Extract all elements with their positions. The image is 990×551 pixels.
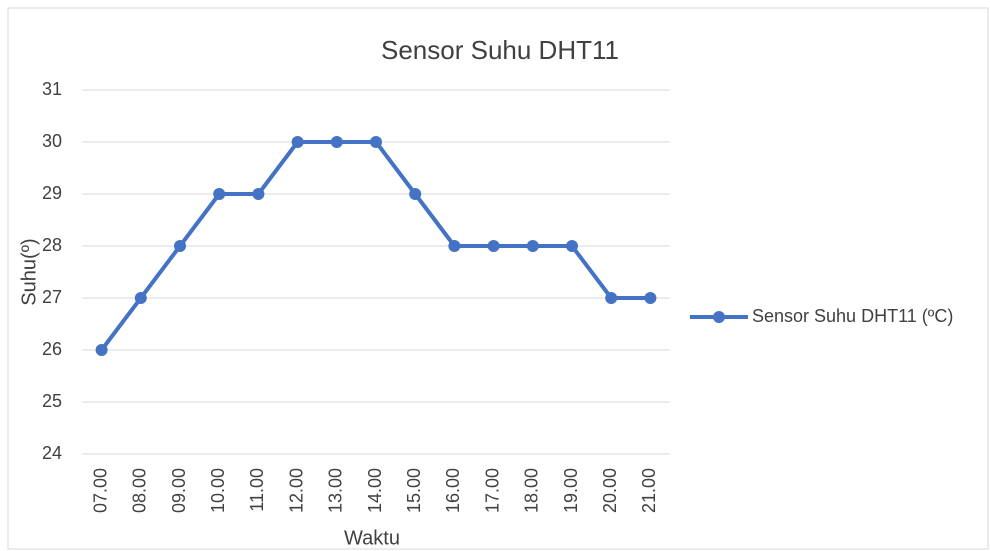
chart-title: Sensor Suhu DHT11 xyxy=(381,35,619,65)
chart-border xyxy=(7,7,989,550)
x-tick-label: 16.00 xyxy=(443,468,463,513)
y-tick-label: 28 xyxy=(42,235,62,255)
data-point xyxy=(487,240,500,252)
x-tick-label: 11.00 xyxy=(247,468,267,512)
data-point xyxy=(291,136,304,148)
x-tick-label: 13.00 xyxy=(326,468,346,513)
data-point xyxy=(174,240,186,252)
data-point xyxy=(644,292,657,304)
y-tick-label: 24 xyxy=(42,443,62,463)
y-tick-label: 30 xyxy=(42,131,62,151)
x-tick-label: 09.00 xyxy=(169,468,189,513)
data-point xyxy=(330,136,343,148)
legend-label: Sensor Suhu DHT11 (ºC) xyxy=(752,306,953,326)
x-axis-label: Waktu xyxy=(344,527,400,549)
x-tick-label: 14.00 xyxy=(365,468,385,513)
data-point xyxy=(448,240,461,252)
y-tick-label: 27 xyxy=(42,287,62,307)
y-tick-label: 29 xyxy=(42,183,62,203)
x-tick-label: 10.00 xyxy=(208,468,228,513)
x-tick-label: 20.00 xyxy=(600,468,620,513)
x-tick-label: 08.00 xyxy=(130,468,150,513)
x-tick-label: 15.00 xyxy=(404,468,424,513)
x-tick-label: 07.00 xyxy=(90,468,110,513)
data-point xyxy=(134,292,147,304)
x-tick-label: 19.00 xyxy=(561,468,581,513)
data-point xyxy=(409,188,422,200)
y-tick-label: 26 xyxy=(42,339,62,359)
x-tick-label: 12.00 xyxy=(286,468,306,513)
data-point xyxy=(95,344,108,356)
data-point xyxy=(252,188,265,200)
legend-marker xyxy=(713,311,725,323)
data-point xyxy=(526,240,539,252)
data-point xyxy=(213,188,226,200)
y-tick-label: 25 xyxy=(42,391,62,411)
data-point xyxy=(605,292,618,304)
data-point xyxy=(370,136,382,148)
x-tick-label: 21.00 xyxy=(639,468,659,513)
y-axis-label: Suhu(º) xyxy=(18,238,40,305)
data-point xyxy=(566,240,578,252)
x-tick-label: 18.00 xyxy=(522,468,542,513)
x-tick-label: 17.00 xyxy=(482,468,502,513)
y-tick-label: 31 xyxy=(42,79,62,99)
